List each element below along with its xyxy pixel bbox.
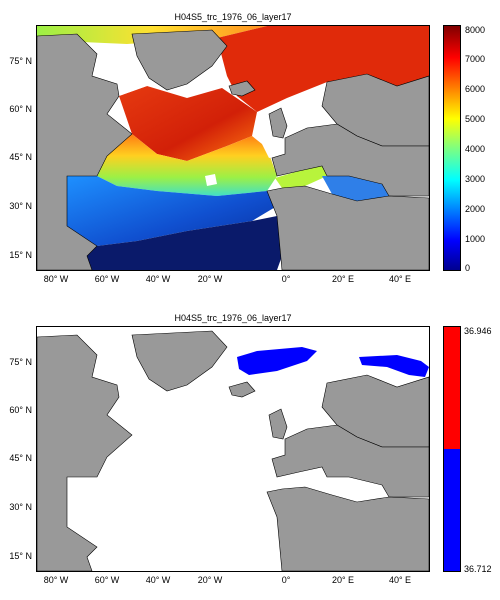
- panel1-lon-80w: 80° W: [43, 274, 69, 284]
- panel2-lon-40e: 40° E: [388, 575, 412, 585]
- panel2-cbar-tick-min: 36.712: [464, 564, 492, 574]
- land-british-isles: [268, 107, 288, 139]
- land-greenland: [131, 330, 228, 392]
- field-med-east: [322, 176, 389, 201]
- panel2-map-svg: [37, 330, 429, 571]
- land-africa: [266, 486, 429, 571]
- field-med-west: [275, 166, 327, 188]
- land-north-america: [37, 334, 133, 571]
- panel1-lat-45: 45° N: [9, 152, 32, 162]
- field-northeast: [217, 26, 429, 112]
- panel2-title: H04S5_trc_1976_06_layer17: [174, 313, 292, 323]
- panel1-lat-30: 30° N: [9, 201, 32, 211]
- panel1-cbar-tick-6000: 6000: [465, 84, 486, 94]
- land-north-america: [37, 33, 133, 270]
- land-europe: [271, 424, 429, 498]
- panel1-cbar-tick-1000: 1000: [465, 234, 486, 244]
- panel2-lat-45: 45° N: [9, 453, 32, 463]
- panel1-cbar-tick-5000: 5000: [465, 114, 486, 124]
- land-iceland: [228, 80, 256, 97]
- land-africa: [266, 185, 429, 270]
- land-europe: [271, 123, 429, 197]
- missing-iberia-shelf: [262, 138, 285, 158]
- panel1-cbar-tick-2000: 2000: [465, 204, 486, 214]
- panel2-lon-20w: 20° W: [197, 575, 223, 585]
- panel1-cbar-tick-0: 0: [465, 263, 471, 273]
- missing-azores: [205, 174, 217, 186]
- panel1-map-svg: [37, 26, 429, 270]
- panel1-lon-40w: 40° W: [145, 274, 171, 284]
- panel1-lat-75: 75° N: [9, 56, 32, 66]
- panel2-lat-75: 75° N: [9, 357, 32, 367]
- panel1-title: H04S5_trc_1976_06_layer17: [174, 12, 292, 22]
- panel1-lon-20e: 20° E: [331, 274, 355, 284]
- panel1-cbar-tick-3000: 3000: [465, 174, 486, 184]
- panel2-lat-15: 15° N: [9, 551, 32, 561]
- panel2-lon-80w: 80° W: [43, 575, 69, 585]
- highlight-barents-east: [359, 355, 429, 377]
- panel2-colorbar: [443, 326, 461, 572]
- panel2-lon-60w: 60° W: [94, 575, 120, 585]
- panel1-cbar-tick-8000: 8000: [465, 25, 486, 35]
- highlight-barents-west: [237, 347, 317, 375]
- panel2-lon-40w: 40° W: [145, 575, 171, 585]
- panel1-lon-20w: 20° W: [197, 274, 223, 284]
- land-greenland: [131, 29, 228, 91]
- panel2-map: [36, 326, 430, 572]
- land-iceland: [228, 381, 256, 398]
- panel1-lon-60w: 60° W: [94, 274, 120, 284]
- field-tropic: [87, 216, 282, 270]
- field-subtropic: [67, 176, 277, 246]
- panel2-cbar-tick-max: 36.946: [464, 326, 492, 336]
- panel1-lat-15: 15° N: [9, 250, 32, 260]
- panel1-cbar-tick-4000: 4000: [465, 144, 486, 154]
- field-subpolar: [119, 86, 257, 161]
- panel1-lon-0: 0°: [281, 274, 291, 284]
- panel1-colorbar: [443, 25, 461, 271]
- panel1-cbar-tick-7000: 7000: [465, 54, 486, 64]
- panel2-lat-30: 30° N: [9, 502, 32, 512]
- panel2-lon-0: 0°: [281, 575, 291, 585]
- panel2-lon-20e: 20° E: [331, 575, 355, 585]
- field-midlat: [97, 134, 277, 196]
- panel2-lat-60: 60° N: [9, 405, 32, 415]
- panel1-lat-60: 60° N: [9, 104, 32, 114]
- panel1-lon-40e: 40° E: [388, 274, 412, 284]
- land-british-isles: [268, 408, 288, 440]
- panel1-map: [36, 25, 430, 271]
